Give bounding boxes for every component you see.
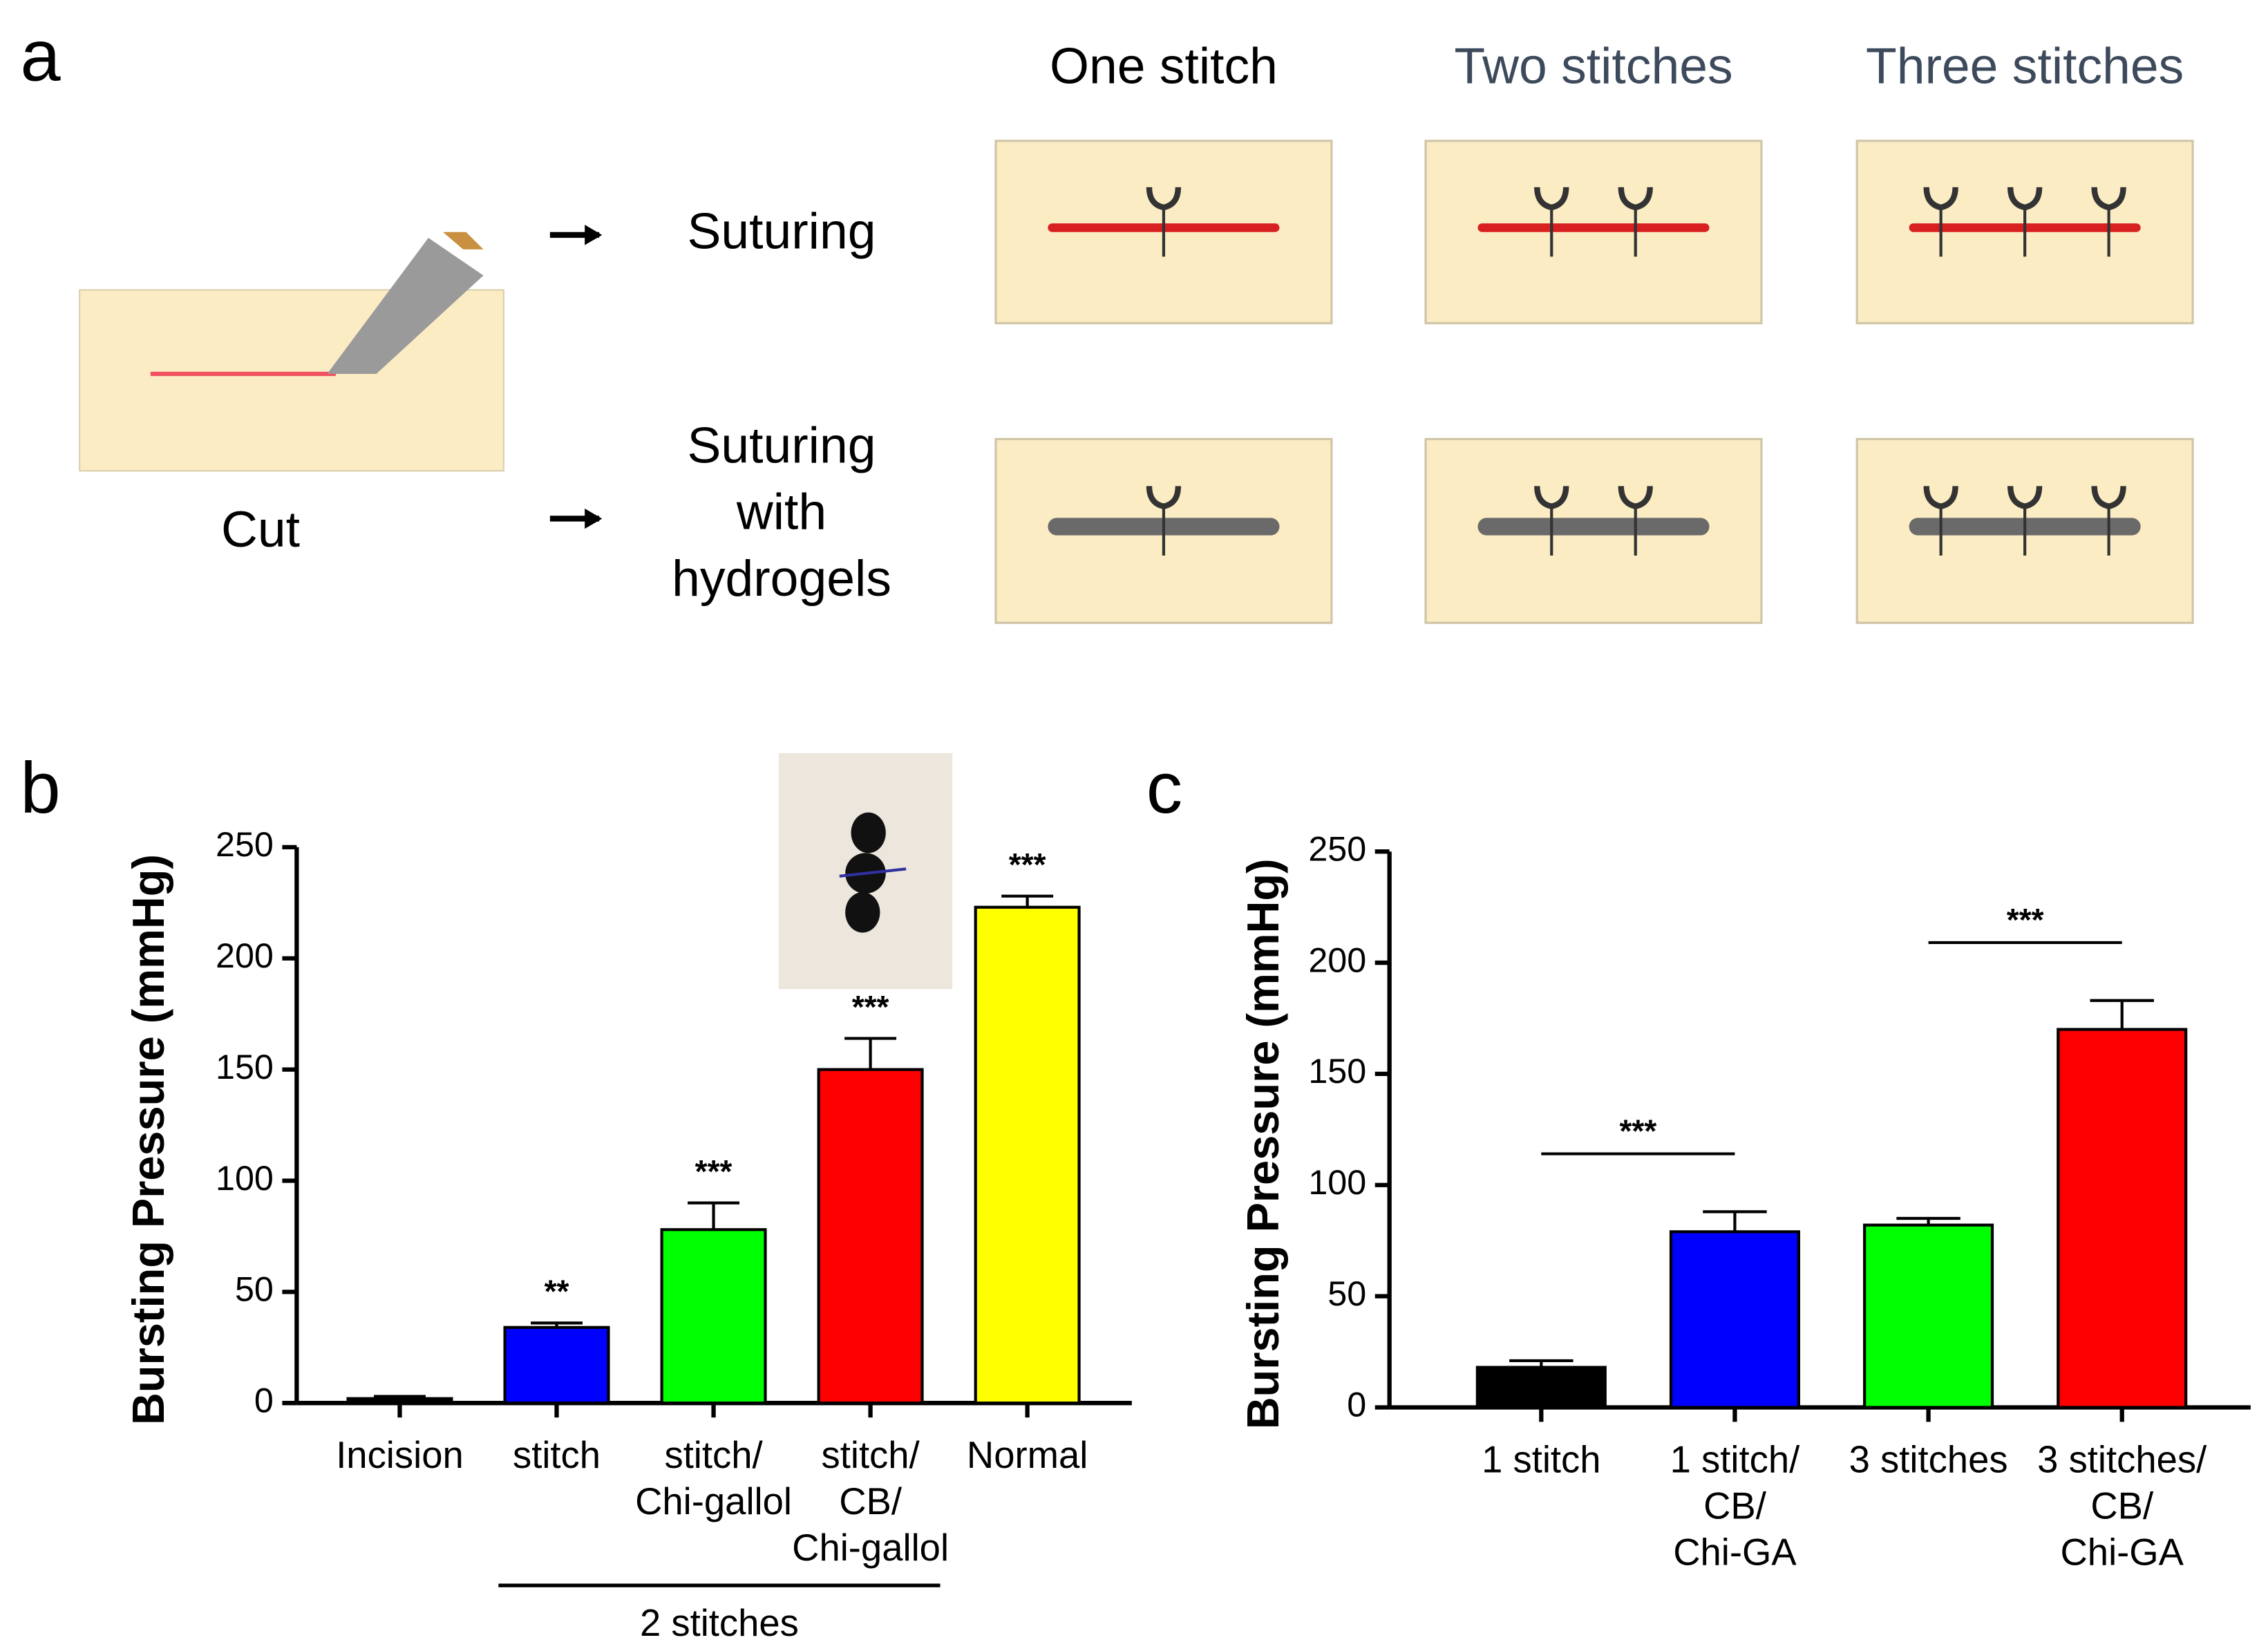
x-tick-label: stitch/ [822,1434,920,1476]
x-tick-label: Chi-GA [2060,1531,2184,1573]
y-tick-label: 250 [216,825,274,864]
handle [442,232,484,249]
x-tick-label: stitch [513,1434,601,1476]
bar [2057,1028,2188,1409]
arrow-head [585,508,603,529]
stitch-knot [1618,187,1653,211]
x-tick-label: 3 stitches [1849,1438,2008,1480]
stitch-knot [1534,187,1569,211]
suture [839,867,907,878]
stitch-knot [1618,486,1653,509]
stitch-knot [2091,187,2126,211]
y-tick-label: 200 [1308,941,1366,979]
stitch-knot [1146,486,1182,509]
y-tick-label: 200 [216,936,274,975]
x-tick-label: 1 stitch/ [1670,1438,1800,1480]
error-bar [2090,999,2154,1030]
x-tick-label: CB/ [839,1480,903,1522]
bar [974,905,1081,1405]
x-tick-label: 3 stitches/ [2037,1438,2207,1480]
bar [346,1397,453,1405]
column-title: Two stitches [1454,38,1732,95]
bar [1475,1366,1607,1409]
stitch-knot [2091,486,2126,509]
wound [1477,223,1710,232]
group-label: 2 stitches [640,1602,799,1644]
error-bar [1001,894,1054,907]
stitch-knot [2007,187,2043,211]
x-tick-label: Incision [336,1434,464,1476]
y-tick-label: 150 [216,1048,274,1086]
y-axis-label: Bursting Pressure (mmHg) [123,854,173,1425]
sutured-tissue [1424,140,1763,325]
error-bar [844,1037,897,1070]
y-tick-label: 0 [254,1381,274,1419]
significance: ** [545,1274,569,1310]
bar [503,1325,610,1405]
sutured-tissue [1855,140,2194,325]
x-tick-label: Chi-gallol [635,1480,792,1522]
y-tick-label: 100 [1308,1163,1366,1202]
tissue [79,289,504,472]
sutured-tissue [994,437,1333,624]
x-tick-label: Chi-gallol [792,1527,949,1569]
stitch-knot [1534,486,1569,509]
comparison-label: *** [1620,1113,1657,1149]
bar [817,1068,924,1405]
comparison-label: *** [2007,902,2044,938]
x-tick-label: Normal [967,1434,1088,1476]
tissue-blob [851,812,886,853]
row-label: Suturing [687,417,876,473]
stitch-knot [1923,187,1958,211]
sutured-tissue [1424,437,1763,624]
panel-label: b [20,748,60,829]
y-tick-label: 250 [1308,829,1366,868]
error-bar [688,1201,740,1230]
x-tick-label: 1 stitch [1482,1438,1600,1480]
blade [327,238,484,375]
error-bar [1703,1210,1767,1232]
y-axis-label: Bursting Pressure (mmHg) [1238,858,1288,1429]
row-label: hydrogels [672,550,891,607]
y-tick-label: 50 [1327,1274,1366,1313]
row-label: Suturing [687,202,876,259]
cut-illustration [79,225,603,529]
column-title: One stitch [1050,38,1278,95]
sutured-tissue [994,140,1333,325]
stitch-knot [1923,486,1958,509]
panel-label: a [20,15,61,96]
hydrogel-strip [1477,518,1710,536]
panel-label: c [1146,748,1182,829]
significance: *** [1009,847,1046,883]
x-tick-label: CB/ [2090,1484,2154,1527]
tissue-blob [845,891,880,933]
error-bar [1509,1359,1574,1368]
stitch-knot [1146,187,1182,211]
significance: *** [852,989,889,1025]
row-label: with [736,484,826,540]
stitch-knot [2007,486,2043,509]
bar [1863,1223,1994,1409]
inset-photo [778,753,953,990]
x-tick-label: stitch/ [664,1434,763,1476]
significance: *** [695,1153,733,1189]
y-tick-label: 50 [235,1270,274,1309]
arrow-head [585,225,603,245]
y-tick-label: 150 [1308,1052,1366,1091]
cut-label: Cut [221,501,300,558]
x-tick-label: Chi-GA [1673,1531,1797,1573]
bar [1669,1230,1800,1409]
column-title: Three stitches [1866,38,2184,95]
x-tick-label: CB/ [1703,1484,1767,1527]
y-tick-label: 0 [1347,1386,1366,1424]
error-bar [1896,1216,1960,1225]
error-bar [531,1321,583,1328]
bar [660,1228,767,1405]
y-tick-label: 100 [216,1159,274,1198]
sutured-tissue [1855,437,2194,624]
error-bar [374,1395,426,1399]
